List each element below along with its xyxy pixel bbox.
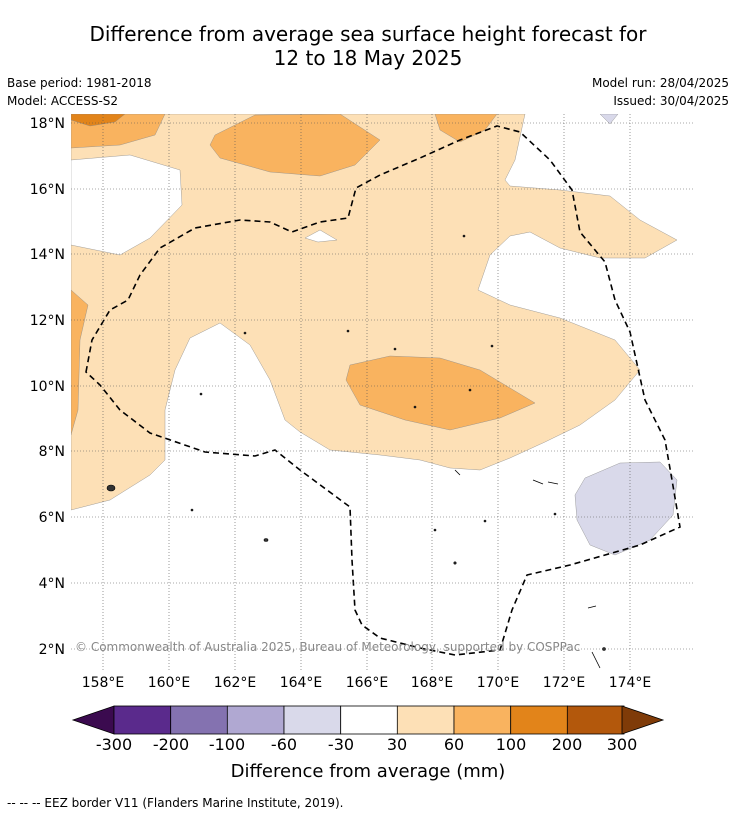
issued-date: Issued: 30/04/2025 <box>613 94 729 108</box>
colorbar-cell-10 <box>621 705 665 735</box>
title-line-1: Difference from average sea surface heig… <box>89 22 647 46</box>
lon-labels: 158°E 160°E 162°E 164°E 166°E 168°E 170°… <box>82 675 652 691</box>
islands <box>106 234 606 651</box>
colorbar-tick: -100 <box>208 735 246 754</box>
lat-label-6: 6°N <box>39 510 65 526</box>
colorbar-tick: 300 <box>606 735 638 754</box>
colorbar-tick: 60 <box>443 735 465 754</box>
colorbar-cell-9 <box>566 705 625 735</box>
atoll-marks <box>454 469 601 669</box>
lat-label-8: 8°N <box>39 444 65 460</box>
lon-label-174: 174°E <box>609 675 652 691</box>
lon-label-164: 164°E <box>280 675 323 691</box>
colorbar-cell-5 <box>340 705 398 735</box>
colorbar-cell-2 <box>170 705 228 735</box>
lon-label-160: 160°E <box>148 675 191 691</box>
colorbar-tick: 100 <box>495 735 527 754</box>
lat-label-12: 12°N <box>30 313 65 329</box>
anomaly-60-100-north <box>209 114 381 177</box>
colorbar-tick: -200 <box>152 735 190 754</box>
lat-label-14: 14°N <box>30 247 65 263</box>
anomaly-60-100-northeast <box>434 114 498 143</box>
base-period: Base period: 1981-2018 <box>7 76 152 90</box>
anomaly-60-100-west <box>71 289 89 436</box>
lat-label-18: 18°N <box>30 116 65 132</box>
no-anomaly-hole-small <box>304 229 338 243</box>
anomaly-100-200-corner <box>71 114 126 127</box>
colorbar-tick: 200 <box>551 735 583 754</box>
meta-left: Base period: 1981-2018 Model: ACCESS-S2 <box>7 74 152 110</box>
lon-label-158: 158°E <box>82 675 125 691</box>
forecast-field <box>71 114 681 669</box>
colorbar-cell-1 <box>113 705 172 735</box>
anomaly-60-100-central <box>345 355 536 431</box>
colorbar-cell-0 <box>71 705 115 735</box>
colorbar-title: Difference from average (mm) <box>230 761 506 782</box>
anomaly-neg-30-60-north <box>599 114 619 125</box>
colorbar-cell-8 <box>510 705 568 735</box>
colorbar-cell-7 <box>453 705 512 735</box>
copyright-notice: © Commonwealth of Australia 2025, Bureau… <box>75 640 581 654</box>
colorbar-cell-4 <box>283 705 342 735</box>
lat-label-4: 4°N <box>39 576 65 592</box>
colorbar-tick: -300 <box>95 735 133 754</box>
lon-label-168: 168°E <box>411 675 454 691</box>
lat-labels: 18°N 16°N 14°N 12°N 10°N 8°N 6°N 4°N 2°N <box>30 116 65 658</box>
graticule <box>71 114 695 672</box>
colorbar-cell-6 <box>396 705 455 735</box>
lon-label-170: 170°E <box>477 675 520 691</box>
eez-legend-note: -- -- -- EEZ border V11 (Flanders Marine… <box>7 796 344 810</box>
map-title: Difference from average sea surface heig… <box>0 22 736 70</box>
lon-label-172: 172°E <box>543 675 586 691</box>
colorbar <box>71 705 665 735</box>
colorbar-tick-labels: -300 -200 -100 -60 -30 30 60 100 200 300 <box>0 735 736 755</box>
anomaly-30-60-region <box>71 114 678 511</box>
lon-label-162: 162°E <box>214 675 257 691</box>
meta-right: Model run: 28/04/2025 Issued: 30/04/2025 <box>592 74 729 110</box>
lat-label-2: 2°N <box>39 642 65 658</box>
colorbar-tick: -60 <box>270 735 298 754</box>
lon-label-166: 166°E <box>346 675 389 691</box>
anomaly-neg-30-60-east <box>574 461 678 556</box>
colorbar-cell-3 <box>226 705 285 735</box>
title-line-2: 12 to 18 May 2025 <box>273 46 463 70</box>
lat-label-16: 16°N <box>30 182 65 198</box>
lat-label-10: 10°N <box>30 379 65 395</box>
colorbar-tick: -30 <box>327 735 355 754</box>
model-run: Model run: 28/04/2025 <box>591 76 729 90</box>
eez-border <box>85 125 681 656</box>
no-anomaly-hole-north <box>71 154 183 256</box>
model-name: Model: ACCESS-S2 <box>7 94 119 108</box>
colorbar-tick: 30 <box>386 735 408 754</box>
